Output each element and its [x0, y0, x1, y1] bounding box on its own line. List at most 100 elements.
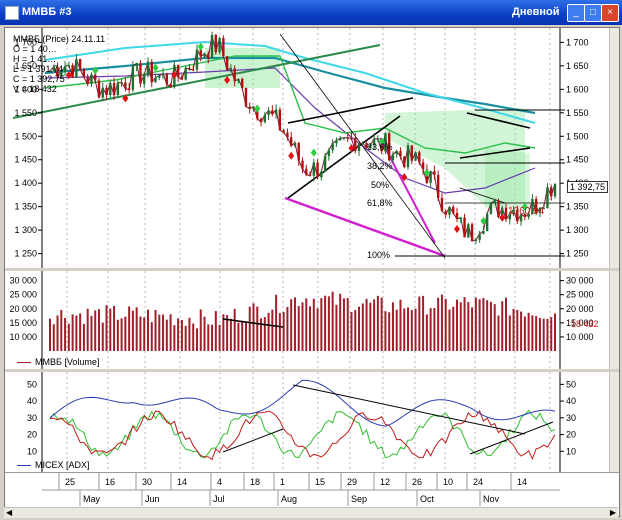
volume-tick-label-right-0: 30 000 [566, 276, 594, 286]
price-bar-body [199, 49, 202, 57]
price-bar-body [459, 217, 462, 219]
volume-bar [482, 298, 485, 351]
volume-scrollbar[interactable] [609, 271, 619, 369]
price-tick-label-right-5: 1 450 [566, 155, 589, 165]
price-bar-body [188, 67, 191, 70]
volume-bar [474, 297, 477, 351]
price-bar-body [327, 150, 331, 157]
price-tick-label-right-9: 1 250 [566, 249, 589, 259]
price-bar-body [354, 138, 357, 151]
buy-signal-marker [197, 42, 204, 51]
scroll-left-arrow[interactable]: ◀ [6, 508, 13, 517]
time-day-label-0: 25 [65, 477, 75, 487]
volume-bar [207, 324, 210, 351]
price-bar-body [357, 143, 361, 151]
price-bar-body [56, 66, 59, 77]
ohlc-high: H = 1 41… [13, 54, 57, 64]
volume-bar [211, 324, 214, 351]
volume-bar [135, 307, 138, 351]
volume-bar [384, 311, 387, 351]
price-bar-body [263, 114, 267, 123]
price-bar-body [455, 212, 459, 219]
maximize-button[interactable]: □ [584, 4, 602, 22]
adx-scrollbar[interactable] [609, 372, 619, 472]
price-bar-body [534, 198, 538, 213]
volume-bar [75, 315, 78, 351]
volume-bar [425, 314, 428, 351]
price-bar-body [241, 78, 244, 88]
volume-bar [508, 315, 511, 351]
volume-bar [305, 298, 308, 351]
volume-bar [120, 318, 123, 351]
volume-bar [516, 309, 519, 351]
price-tick-label-left-7: 1 350 [14, 202, 37, 212]
price-scrollbar[interactable] [609, 28, 619, 268]
price-bar-body [470, 224, 474, 242]
volume-bar [520, 311, 523, 351]
title-bar[interactable]: ММВБ #3 Дневной _ □ × [0, 0, 622, 25]
volume-panel[interactable]: 30 000 30 000 25 000 25 000 20 000 20 000 15 0… [5, 271, 619, 369]
price-bar-body [467, 224, 470, 238]
volume-bar [192, 323, 195, 351]
adx-tick-label-right-4: 10 [566, 446, 576, 456]
ohlc-readout: ММВБ (Price) 24.11.11 O = 1 40… H = 1 41… [13, 34, 105, 94]
price-bar-body [218, 38, 221, 53]
time-month-label-1: Jun [145, 494, 160, 504]
period-label[interactable]: Дневной [512, 6, 560, 18]
buy-signal-marker [152, 63, 159, 72]
volume-bar [180, 319, 183, 351]
volume-bar [203, 316, 206, 351]
volume-bar [60, 309, 63, 351]
target-line [459, 187, 506, 204]
price-tick-label-left-0: 1 700 [14, 37, 37, 47]
time-day-label-5: 18 [250, 477, 260, 487]
price-bar-body [436, 174, 440, 198]
price-bar-body [274, 109, 278, 115]
sell-signal-marker [499, 213, 506, 222]
panel-separator-1[interactable] [5, 268, 619, 271]
volume-tick-label-left-4: 10 000 [9, 332, 37, 342]
adx-panel[interactable]: 50 50 40 40 30 30 20 20 10 10 MICEX [ADX] [5, 372, 619, 472]
volume-bar [282, 311, 285, 351]
close-button[interactable]: × [601, 4, 619, 22]
price-bar-body [301, 160, 304, 169]
ma-purple-line [44, 67, 536, 194]
price-bar-body [271, 110, 274, 115]
ma-cyan-line [44, 40, 536, 124]
volume-bar [463, 297, 466, 351]
trend-line-black-1 [287, 97, 414, 124]
volume-bar [471, 307, 474, 351]
price-panel[interactable]: 1 700 1 700 1 650 1 650 1 600 1 600 1 550 1 550… [5, 28, 619, 268]
time-day-label-8: 29 [347, 477, 357, 487]
volume-bar [105, 305, 108, 351]
price-tick-label-left-3: 1 550 [14, 108, 37, 118]
price-bar-body [342, 137, 346, 139]
last-price-box: 1 392,75 [567, 181, 609, 193]
time-day-label-12: 24 [473, 477, 483, 487]
price-bar-body [101, 87, 104, 98]
price-bar-body [395, 151, 398, 155]
volume-bar [486, 300, 489, 351]
volume-bar [256, 306, 259, 351]
price-bar-body [320, 171, 323, 178]
price-bar-body [210, 34, 214, 59]
price-bar-body [127, 88, 131, 90]
price-bar-body [323, 156, 327, 172]
volume-bar [395, 309, 398, 351]
volume-bar [376, 295, 379, 351]
volume-bar [403, 308, 406, 351]
price-bar-body [225, 56, 229, 71]
sell-signal-marker [348, 144, 355, 153]
price-bar-body [433, 171, 436, 175]
minimize-button[interactable]: _ [567, 4, 585, 22]
scroll-right-arrow[interactable]: ▶ [609, 508, 616, 517]
adx-tick-label-left-2: 30 [27, 413, 37, 423]
trend-line-black-5 [279, 33, 446, 259]
time-day-label-3: 14 [177, 477, 187, 487]
volume-bar [173, 325, 176, 351]
panel-separator-2[interactable] [5, 369, 619, 372]
volume-bar [177, 318, 180, 351]
adx-legend: MICEX [ADX] [17, 460, 90, 470]
price-bar-body [399, 151, 402, 157]
horizontal-scrollbar[interactable]: ◀ ▶ [4, 507, 618, 518]
